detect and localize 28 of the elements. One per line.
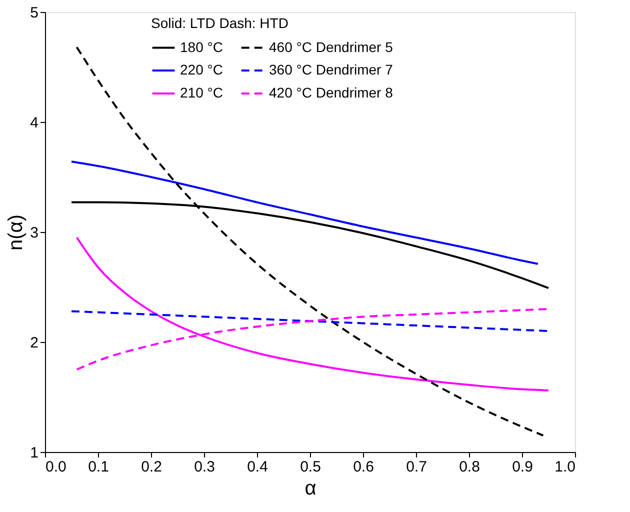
y-tick-label: 3 bbox=[30, 224, 38, 242]
y-tick-label: 1 bbox=[30, 444, 38, 462]
x-tick-label: 0.2 bbox=[141, 458, 162, 476]
x-tick-label: 0.8 bbox=[459, 458, 480, 476]
x-tick-label: 0.4 bbox=[247, 458, 268, 476]
legend-label: 420 °C Dendrimer 8 bbox=[269, 84, 394, 100]
legend-label: 460 °C Dendrimer 5 bbox=[269, 38, 394, 55]
legend-label: 180 °C bbox=[180, 38, 223, 55]
y-tick-label: 2 bbox=[30, 334, 38, 352]
x-tick-label: 0.9 bbox=[512, 458, 533, 476]
legend-label: 360 °C Dendrimer 7 bbox=[269, 62, 394, 78]
x-axis-title: α bbox=[304, 478, 316, 500]
y-axis-title: n(α) bbox=[5, 214, 28, 251]
y-tick-label: 4 bbox=[30, 114, 38, 132]
x-tick-label: 0.6 bbox=[353, 458, 374, 476]
line-series bbox=[70, 310, 550, 332]
line-series bbox=[76, 236, 550, 392]
x-tick-label: 1.0 bbox=[554, 458, 576, 476]
x-tick-label: 0.1 bbox=[88, 458, 109, 476]
legend-title: Solid: LTD Dash: HTD bbox=[151, 15, 288, 31]
x-tick-label: 0.5 bbox=[300, 458, 321, 476]
legend-label: 220 °C bbox=[180, 62, 223, 78]
x-tick-label: 0.3 bbox=[194, 458, 215, 476]
x-tick-label: 0.7 bbox=[406, 458, 427, 476]
legend-label: 210 °C bbox=[180, 84, 223, 100]
x-tick-label: 0.0 bbox=[46, 458, 66, 476]
line-series bbox=[70, 160, 539, 265]
y-tick-label: 5 bbox=[30, 4, 38, 22]
